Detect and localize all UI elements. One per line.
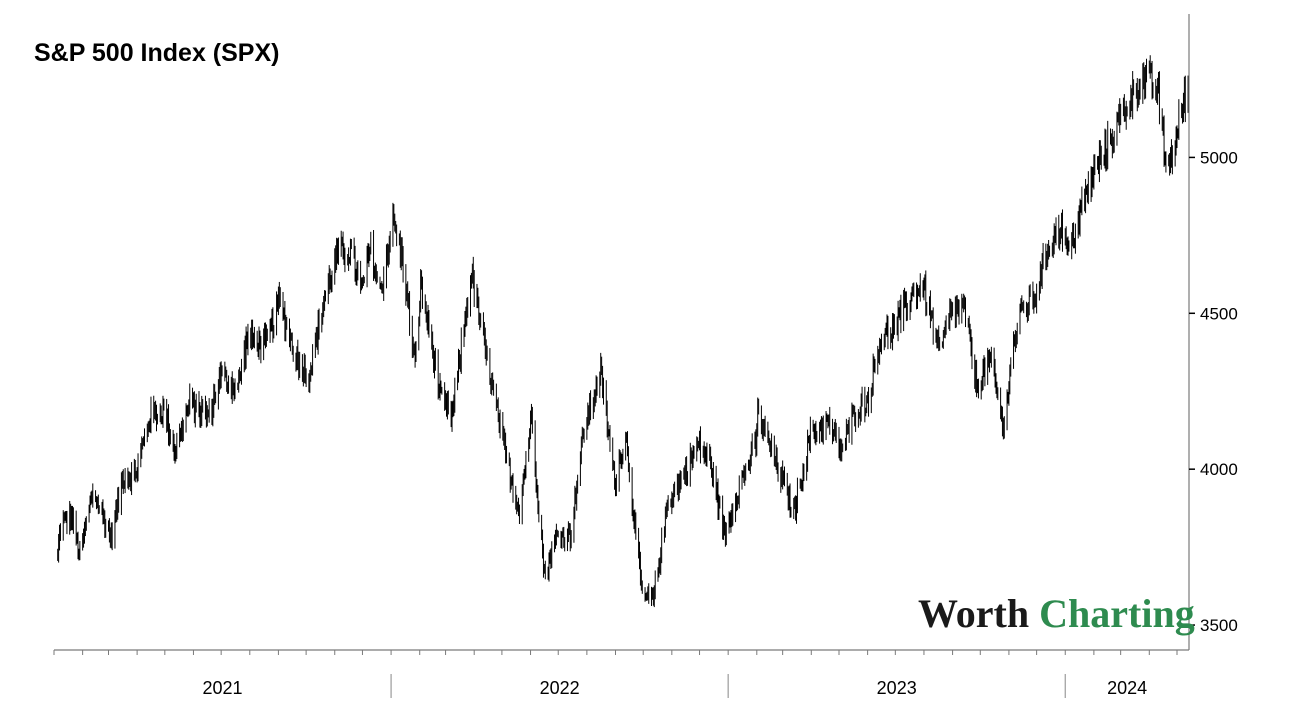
y-tick-label: 3500	[1200, 616, 1238, 635]
x-tick-label: 2021	[203, 678, 243, 698]
chart-title: S&P 500 Index (SPX)	[34, 39, 279, 67]
logo-word-worth: Worth	[918, 591, 1029, 636]
x-tick-label: 2022	[540, 678, 580, 698]
price-bars	[57, 55, 1190, 608]
logo-word-charting: Charting	[1039, 591, 1195, 636]
x-axis-minor-ticks	[53, 650, 1178, 655]
y-axis-ticks: 3500 4000 4500 5000	[1189, 148, 1238, 635]
y-tick-label: 4500	[1200, 304, 1238, 323]
x-axis-labels: 2021 2022 2023 2024	[203, 674, 1147, 698]
worth-charting-logo: Worth Charting	[918, 591, 1195, 636]
x-tick-label: 2024	[1107, 678, 1147, 698]
y-tick-label: 5000	[1200, 148, 1238, 167]
logo-text: Worth Charting	[918, 591, 1195, 636]
x-tick-label: 2023	[877, 678, 917, 698]
y-tick-label: 4000	[1200, 460, 1238, 479]
